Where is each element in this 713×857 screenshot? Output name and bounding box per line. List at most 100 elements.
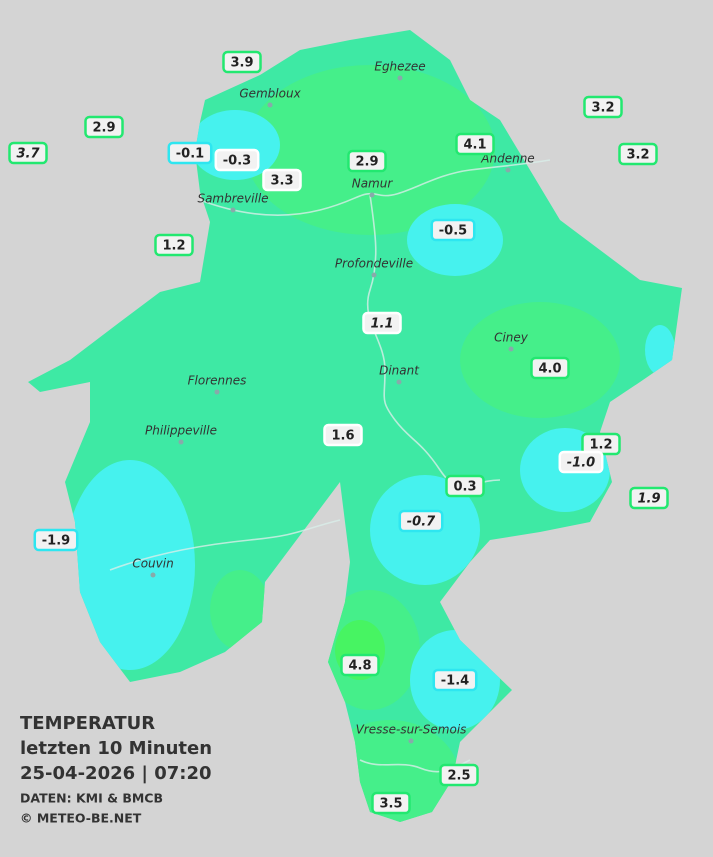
city-label: Eghezee (374, 60, 425, 74)
station-value: 0.3 (453, 480, 476, 495)
station-box (347, 149, 387, 173)
station-box (558, 450, 604, 474)
station-box (455, 132, 495, 156)
city-dot (396, 379, 402, 385)
city-label: Couvin (132, 557, 173, 571)
station-value: 3.9 (230, 56, 253, 71)
city-label: Florennes (188, 374, 247, 388)
station: 3.9 (222, 50, 262, 74)
city-label: Dinant (379, 364, 420, 378)
city-label: Andenne (480, 152, 534, 166)
station-value: 1.9 (637, 492, 660, 507)
station-box (445, 474, 485, 498)
station: 2.9 (84, 115, 124, 139)
legend-credit: © METEO-BE.NET (20, 811, 142, 826)
station: 2.5 (439, 763, 479, 787)
station-box (530, 356, 570, 380)
station-value: -1.4 (441, 674, 469, 689)
legend-title: TEMPERATUR (20, 713, 155, 734)
station-box (154, 233, 194, 257)
station-box (340, 653, 380, 677)
city-dot (178, 439, 184, 445)
station-box (222, 50, 262, 74)
legend-title: 25-04-2026 | 07:20 (20, 763, 212, 784)
station-box (430, 218, 476, 242)
station-value: 1.2 (589, 438, 612, 453)
station-value: 2.9 (355, 155, 378, 170)
city-label: Vresse-sur-Semois (356, 723, 467, 737)
station: 3.5 (371, 791, 411, 815)
station: 4.8 (340, 653, 380, 677)
station: -0.3 (214, 148, 260, 172)
city-dot (214, 389, 220, 395)
station-value: -0.1 (176, 147, 204, 162)
station: -1.4 (432, 668, 478, 692)
station-box (323, 423, 363, 447)
station-value: -1.0 (567, 456, 595, 471)
city-dot (371, 272, 377, 278)
station-box (33, 528, 79, 552)
station-box (8, 141, 48, 165)
station-value: 3.2 (591, 101, 614, 116)
city-dot (267, 102, 273, 108)
legend-title: letzten 10 Minuten (20, 738, 212, 759)
station-box (214, 148, 260, 172)
station: 2.9 (347, 149, 387, 173)
station-value: -1.9 (42, 534, 70, 549)
station-value: 1.6 (331, 429, 354, 444)
station: 4.0 (530, 356, 570, 380)
city-dot (508, 346, 514, 352)
station: -1.9 (33, 528, 79, 552)
station: 1.6 (323, 423, 363, 447)
station-value: 2.9 (92, 121, 115, 136)
station-value: 4.1 (463, 138, 486, 153)
city-dot (397, 75, 403, 81)
station-box (167, 141, 213, 165)
station: 0.3 (445, 474, 485, 498)
city-dot (369, 192, 375, 198)
station: -1.0 (558, 450, 604, 474)
station-box (618, 142, 658, 166)
station-value: 1.2 (162, 239, 185, 254)
station-box (84, 115, 124, 139)
station-box (629, 486, 669, 510)
station: 3.2 (618, 142, 658, 166)
station-value: 3.5 (379, 797, 402, 812)
station: 1.2 (154, 233, 194, 257)
station-box (262, 168, 302, 192)
station-value: -0.5 (439, 224, 467, 239)
city-dot (150, 572, 156, 578)
station: -0.7 (398, 509, 444, 533)
station: 3.2 (583, 95, 623, 119)
station: 3.7 (8, 141, 48, 165)
station-value: -0.3 (223, 154, 251, 169)
city-label: Profondeville (335, 257, 413, 271)
city-dot (408, 738, 414, 744)
station-value: 4.0 (538, 362, 561, 377)
station-value: 4.8 (348, 659, 371, 674)
city-label: Gembloux (239, 87, 301, 101)
station: 3.3 (262, 168, 302, 192)
station-value: 1.1 (370, 317, 393, 332)
legend-credit: DATEN: KMI & BMCB (20, 791, 163, 806)
station: 4.1 (455, 132, 495, 156)
station: 1.9 (629, 486, 669, 510)
station-box (583, 95, 623, 119)
station-value: -0.7 (407, 515, 436, 530)
city-label: Ciney (494, 331, 529, 345)
station-value: 3.7 (16, 147, 40, 162)
station: 1.2 (581, 432, 621, 456)
station-box (362, 311, 402, 335)
city-dot (230, 207, 236, 213)
station-box (398, 509, 444, 533)
station-value: 3.2 (626, 148, 649, 163)
station: -0.1 (167, 141, 213, 165)
station: -0.5 (430, 218, 476, 242)
city-label: Namur (352, 177, 394, 191)
city-dot (505, 167, 511, 173)
city-label: Philippeville (145, 424, 217, 438)
station-box (432, 668, 478, 692)
station-box (439, 763, 479, 787)
station-box (371, 791, 411, 815)
